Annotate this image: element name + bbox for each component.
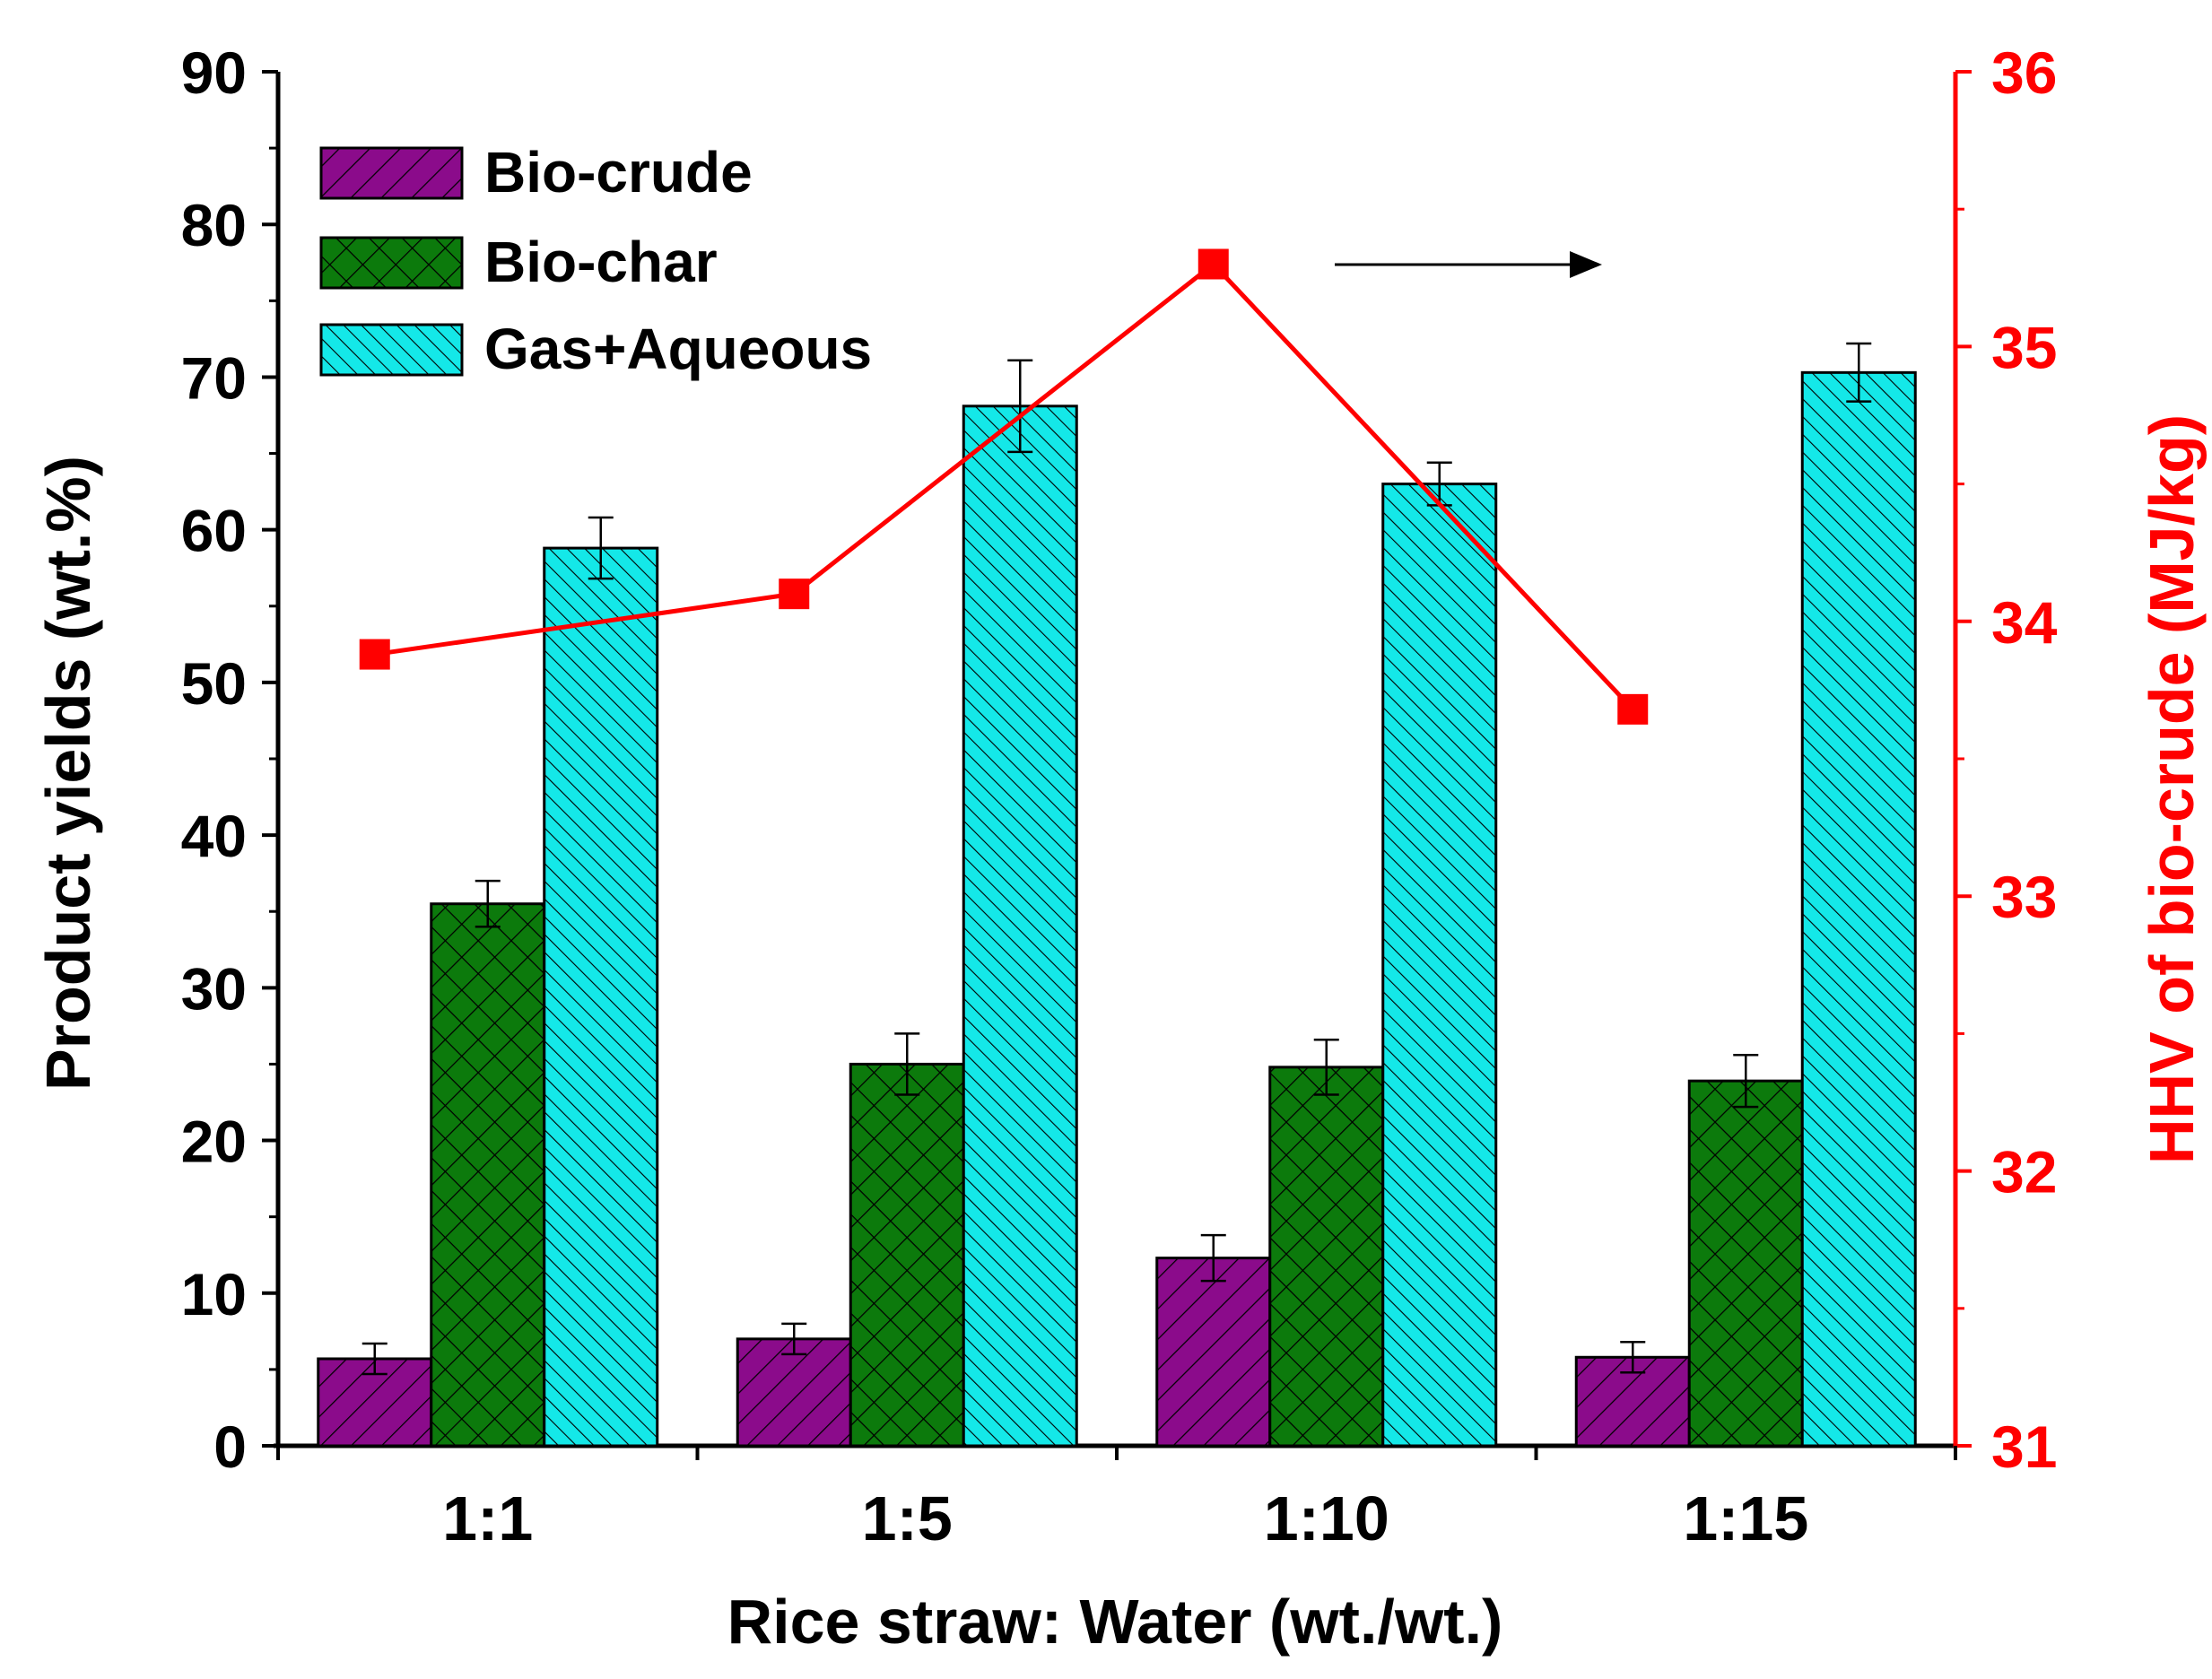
hhv-line bbox=[374, 261, 1635, 711]
legend-swatch-bio-char bbox=[319, 236, 464, 290]
y-tick-label: 10 bbox=[181, 1261, 247, 1327]
bar-bio-char bbox=[849, 1062, 965, 1448]
y-axis-title: Product yields (wt.%) bbox=[33, 456, 103, 1091]
bar-bio-char bbox=[1687, 1079, 1804, 1448]
hhv-point bbox=[779, 579, 810, 610]
left-axis-ticks: 0 10 20 30 40 50 60 70 80 90 bbox=[181, 39, 278, 1480]
bar-groups bbox=[317, 342, 1917, 1448]
y-tick-label: 0 bbox=[213, 1414, 247, 1480]
y2-tick-label: 33 bbox=[1991, 864, 2057, 930]
right-axis-ticks: 31 32 33 34 35 36 bbox=[1955, 39, 2058, 1480]
y2-axis-title: HHV of bio-crude (MJ/kg) bbox=[2137, 414, 2207, 1164]
y-tick-label: 70 bbox=[181, 344, 247, 411]
legend-swatch-gas-aqueous bbox=[319, 323, 464, 377]
bar-gas-aqueous bbox=[1381, 483, 1498, 1448]
bar-bio-crude bbox=[1155, 1257, 1272, 1448]
x-tick-label: 1:10 bbox=[1264, 1483, 1389, 1553]
hhv-point bbox=[359, 639, 390, 670]
legend: Bio-crude Bio-char Gas+Aqueous bbox=[319, 140, 872, 381]
y-tick-label: 60 bbox=[181, 498, 247, 564]
x-tick-label: 1:1 bbox=[442, 1483, 533, 1553]
x-tick-label: 1:15 bbox=[1683, 1483, 1808, 1553]
y2-tick-label: 31 bbox=[1991, 1414, 2057, 1480]
bar-bio-char bbox=[430, 902, 546, 1448]
bar-bio-char bbox=[1268, 1066, 1385, 1448]
y-tick-label: 80 bbox=[181, 192, 247, 258]
y2-tick-label: 34 bbox=[1991, 589, 2058, 656]
hhv-line-series bbox=[359, 248, 1649, 725]
bar-gas-aqueous bbox=[1800, 370, 1917, 1448]
legend-swatch-bio-crude bbox=[319, 146, 464, 200]
bar-gas-aqueous bbox=[962, 405, 1078, 1448]
legend-label-bio-char: Bio-char bbox=[484, 230, 718, 294]
bar-bio-crude bbox=[736, 1337, 852, 1448]
bar-gas-aqueous bbox=[543, 546, 659, 1448]
y-tick-label: 30 bbox=[181, 955, 247, 1022]
legend-label-gas-aqueous: Gas+Aqueous bbox=[484, 317, 872, 381]
y2-tick-label: 35 bbox=[1991, 314, 2057, 380]
y2-tick-label: 32 bbox=[1991, 1139, 2057, 1205]
x-axis-ticks: 1:1 1:5 1:10 1:15 bbox=[276, 1446, 1957, 1553]
y-tick-label: 50 bbox=[181, 650, 247, 717]
y-tick-label: 90 bbox=[181, 39, 247, 106]
y-tick-label: 20 bbox=[181, 1109, 247, 1175]
y2-tick-label: 36 bbox=[1991, 39, 2057, 106]
x-tick-label: 1:5 bbox=[862, 1483, 953, 1553]
hhv-point bbox=[1197, 248, 1229, 280]
hhv-point bbox=[1617, 693, 1649, 725]
y-tick-label: 40 bbox=[181, 803, 247, 869]
x-axis-title: Rice straw: Water (wt./wt.) bbox=[727, 1587, 1503, 1657]
legend-label-bio-crude: Bio-crude bbox=[484, 140, 753, 204]
